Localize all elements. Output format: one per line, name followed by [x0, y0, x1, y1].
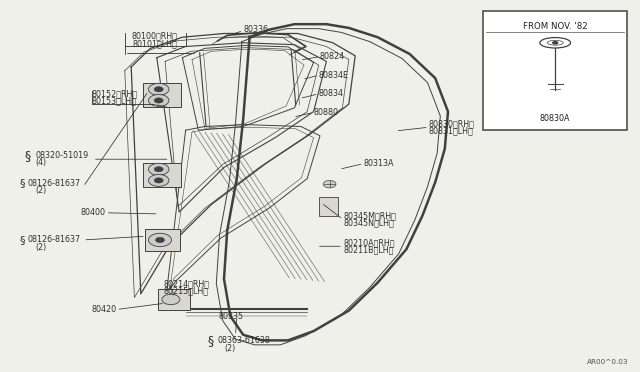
Text: §: §: [19, 178, 25, 188]
Circle shape: [156, 237, 164, 243]
Text: FROM NOV. '82: FROM NOV. '82: [523, 22, 588, 31]
Circle shape: [552, 41, 559, 45]
Text: (2): (2): [35, 186, 47, 195]
Text: §: §: [208, 334, 214, 347]
Text: 80313A: 80313A: [364, 159, 394, 168]
Text: 80335: 80335: [219, 312, 244, 321]
Bar: [158, 289, 190, 310]
Text: 80153〈LH〉: 80153〈LH〉: [92, 97, 136, 106]
Circle shape: [148, 163, 169, 175]
Bar: [143, 83, 181, 107]
Circle shape: [148, 174, 169, 186]
Bar: [143, 163, 181, 187]
Text: 80830A: 80830A: [540, 114, 570, 123]
Text: (4): (4): [35, 158, 46, 167]
Text: 80400: 80400: [81, 208, 106, 217]
Bar: [319, 197, 338, 216]
Circle shape: [148, 94, 169, 106]
Text: (2): (2): [35, 243, 47, 252]
Text: 80214〈RH〉: 80214〈RH〉: [163, 279, 209, 288]
Text: 80152〈RH〉: 80152〈RH〉: [92, 89, 138, 98]
Text: 80834E: 80834E: [319, 71, 349, 80]
Text: 80215〈LH〉: 80215〈LH〉: [163, 286, 208, 295]
Text: 80830〈RH〉: 80830〈RH〉: [429, 119, 475, 128]
Text: (2): (2): [224, 344, 236, 353]
Text: 80831〈LH〉: 80831〈LH〉: [429, 126, 474, 135]
Text: §: §: [24, 149, 31, 162]
Text: 08320-51019: 08320-51019: [35, 151, 88, 160]
Text: 80210A〈RH〉: 80210A〈RH〉: [343, 238, 394, 247]
Circle shape: [148, 83, 169, 95]
Text: 08126-81637: 08126-81637: [28, 179, 81, 187]
Text: 80880: 80880: [314, 108, 339, 117]
Circle shape: [148, 233, 172, 247]
FancyBboxPatch shape: [483, 11, 627, 130]
Circle shape: [154, 87, 163, 92]
Text: 80101〈LH〉: 80101〈LH〉: [132, 39, 177, 48]
Text: 80336: 80336: [243, 25, 268, 34]
Text: 80100〈RH〉: 80100〈RH〉: [132, 32, 178, 41]
Text: 80824: 80824: [320, 52, 345, 61]
Circle shape: [323, 180, 336, 188]
Text: §: §: [19, 235, 25, 245]
Bar: [145, 229, 180, 251]
Text: 80345N〈LH〉: 80345N〈LH〉: [343, 219, 394, 228]
Text: 80345M〈RH〉: 80345M〈RH〉: [343, 211, 396, 220]
Circle shape: [162, 294, 180, 305]
Text: 08126-81637: 08126-81637: [28, 235, 81, 244]
Circle shape: [154, 167, 163, 172]
Circle shape: [154, 98, 163, 103]
Text: 08363-61638: 08363-61638: [218, 336, 271, 345]
Text: AR00^0.03: AR00^0.03: [587, 359, 628, 365]
Circle shape: [154, 178, 163, 183]
Text: 80211B〈LH〉: 80211B〈LH〉: [343, 246, 394, 254]
Text: 80420: 80420: [92, 305, 116, 314]
Text: 80834: 80834: [319, 89, 344, 98]
